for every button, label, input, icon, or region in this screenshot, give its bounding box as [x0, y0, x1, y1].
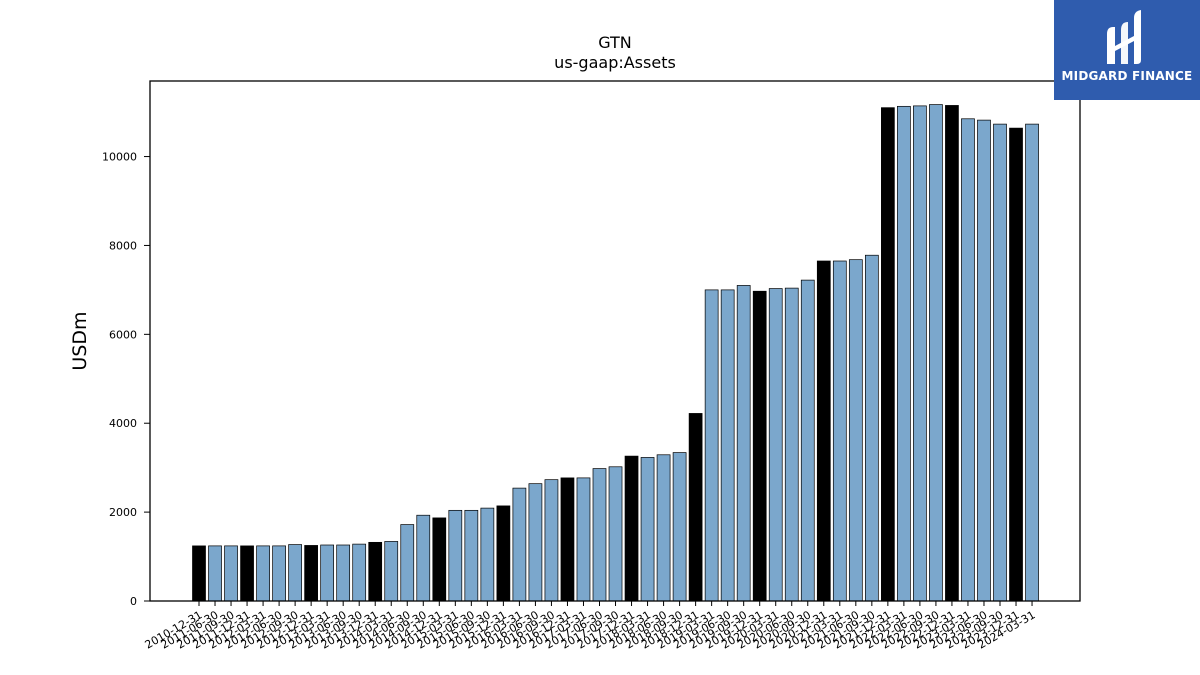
bar-2018-06-30	[656, 454, 671, 602]
bar-2017-03-31	[576, 477, 591, 602]
bar-2018-03-31	[640, 457, 655, 602]
bar-2020-06-30	[784, 287, 799, 602]
y-tick-label: 0	[130, 595, 137, 608]
bar-2022-06-30	[913, 105, 927, 602]
bar-2020-09-30	[800, 279, 815, 602]
bar-2015-06-30	[464, 509, 479, 602]
brand-name: MIDGARD FINANCE	[1061, 69, 1193, 83]
y-tick-label: 4000	[109, 417, 137, 430]
bar-2023-06-30	[977, 119, 991, 602]
bar-2013-03-31	[320, 544, 335, 602]
bar-2016-12-31	[560, 477, 575, 602]
y-tick-label: 6000	[109, 328, 137, 341]
bar-2019-03-31	[704, 289, 719, 602]
bar-2021-12-31	[881, 107, 895, 602]
bar-2022-03-31	[897, 105, 911, 602]
bar-2013-06-30	[336, 544, 351, 602]
y-axis-ticks: 0 2000 4000 6000 8000 10000	[102, 151, 150, 608]
bar-2016-06-30	[528, 483, 543, 602]
chart-subtitle: us-gaap:Assets	[554, 53, 676, 72]
bar-series	[192, 104, 1039, 602]
bar-2014-09-30	[416, 514, 431, 602]
y-axis-label: USDm	[69, 311, 91, 370]
bar-2018-12-31	[688, 413, 703, 602]
bar-2016-09-30	[544, 479, 559, 602]
bar-2015-09-30	[480, 507, 495, 602]
brand-logo: MIDGARD FINANCE	[1054, 0, 1200, 100]
y-tick-label: 10000	[102, 151, 137, 164]
bar-2017-09-30	[608, 466, 623, 602]
bar-2021-09-30	[864, 254, 879, 602]
bar-2022-12-31	[945, 105, 959, 602]
x-axis-ticks: 2010-12-312011-06-302011-09-302011-12-31…	[143, 601, 1038, 652]
bar-2010-12-31	[192, 545, 206, 602]
bar-2014-12-31	[432, 517, 447, 602]
bar-2011-09-30	[224, 545, 238, 602]
bar-2012-12-31	[304, 545, 318, 602]
bar-2023-03-31	[961, 118, 975, 602]
bar-2020-12-31	[816, 260, 831, 602]
bar-2014-03-31	[384, 541, 399, 602]
bar-2018-09-30	[672, 452, 687, 602]
y-tick-label: 8000	[109, 239, 137, 252]
bar-2023-12-31	[1009, 127, 1023, 602]
bar-2021-06-30	[848, 259, 863, 602]
bar-2012-06-30	[272, 545, 286, 602]
bar-2016-03-31	[512, 487, 527, 602]
y-tick-label: 2000	[109, 506, 137, 519]
bar-2019-06-30	[720, 289, 735, 602]
bar-2011-06-30	[208, 545, 222, 602]
bar-2023-09-30	[993, 123, 1007, 602]
bar-2012-09-30	[288, 544, 302, 602]
bar-2015-12-31	[496, 505, 511, 602]
plot-frame	[149, 80, 1081, 602]
bar-2017-12-31	[624, 455, 639, 602]
bar-2011-12-31	[240, 545, 254, 602]
bar-2022-09-30	[929, 104, 943, 602]
bar-2017-06-30	[592, 468, 607, 602]
bar-2024-03-31	[1025, 123, 1039, 602]
bar-2019-12-31	[752, 290, 767, 602]
bar-2020-03-31	[768, 288, 783, 602]
bar-2015-03-31	[448, 509, 463, 602]
bar-2019-09-30	[736, 285, 751, 602]
chart-title: GTN	[598, 33, 632, 52]
bar-2021-03-31	[832, 260, 847, 602]
brand-mark-icon	[1107, 10, 1141, 64]
bar-2013-12-31	[368, 541, 383, 602]
bar-2014-06-30	[400, 524, 415, 602]
bar-2012-03-31	[256, 545, 270, 602]
bar-2013-09-30	[352, 543, 367, 602]
